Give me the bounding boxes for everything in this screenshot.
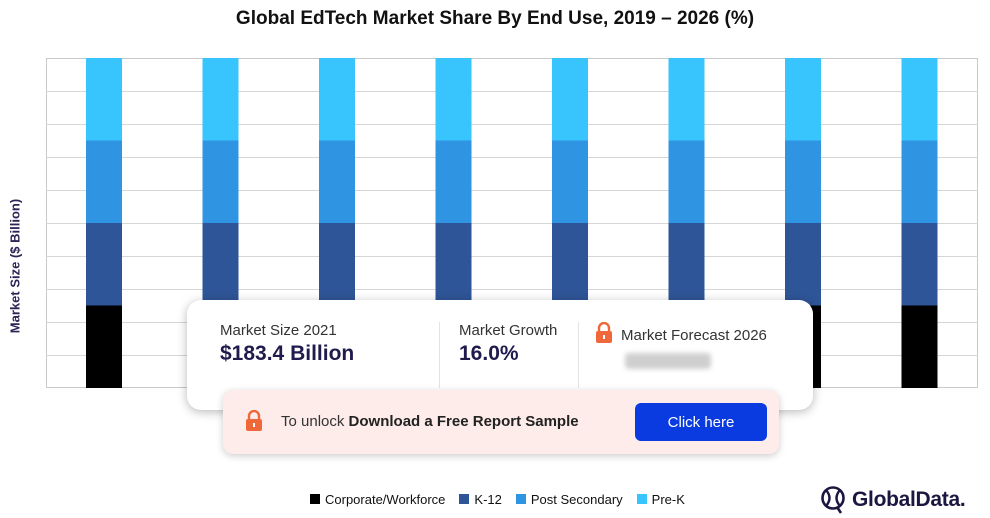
bar-segment-k-12-2020 — [202, 223, 239, 306]
bar-segment-pre-k-2021 — [319, 58, 355, 141]
bar-segment-pre-k-2019 — [86, 58, 122, 141]
bar-segment-post-secondary-2019 — [86, 140, 122, 223]
market-growth-label: Market Growth — [459, 322, 558, 339]
unlock-bold-text: Download a Free Report Sample — [348, 413, 579, 430]
market-forecast-label: Market Forecast 2026 — [621, 327, 767, 344]
bar-segment-post-secondary-2023 — [552, 140, 588, 223]
y-axis-label: Market Size ($ Billion) — [7, 198, 23, 334]
unlock-prefix: To unlock — [281, 413, 349, 430]
legend-label: Post Secondary — [530, 491, 623, 507]
bar-segment-post-secondary-2026 — [901, 140, 938, 223]
unlock-text: To unlock Download a Free Report Sample — [281, 413, 579, 430]
bar-segment-k-12-2024 — [668, 223, 705, 306]
market-size-value: $183.4 Billion — [220, 342, 355, 365]
legend-item: Corporate/Workforce — [310, 491, 446, 507]
chart-legend: Corporate/Workforce K-12 Post Secondary Pre… — [310, 491, 685, 507]
globaldata-logo: GlobalData. — [820, 484, 966, 516]
legend-item: Post Secondary — [515, 491, 623, 507]
legend-label: Corporate/Workforce — [325, 491, 446, 507]
bar-segment-post-secondary-2024 — [668, 140, 705, 223]
bar-segment-k-12-2022 — [435, 223, 472, 306]
unlock-banner: To unlock Download a Free Report Sample … — [223, 390, 779, 454]
bar-segment-pre-k-2026 — [901, 58, 938, 141]
legend-swatch — [310, 494, 320, 504]
market-forecast-label-row: Market Forecast 2026 — [595, 322, 767, 344]
bar-segment-pre-k-2023 — [552, 58, 588, 141]
lock-icon — [596, 322, 612, 343]
brand-name: GlobalData. — [852, 488, 966, 511]
bar-segment-k-12-2019 — [86, 223, 122, 306]
bar-segment-k-12-2026 — [901, 223, 938, 306]
divider — [578, 322, 579, 388]
globaldata-logo-icon — [821, 486, 845, 514]
bar-segment-k-12-2023 — [552, 223, 588, 306]
bar-segment-k-12-2025 — [785, 223, 821, 306]
market-growth-value: 16.0% — [459, 342, 519, 365]
market-size-label: Market Size 2021 — [220, 322, 337, 339]
divider — [439, 322, 440, 388]
bar-segment-pre-k-2024 — [668, 58, 705, 141]
legend-swatch — [459, 494, 470, 504]
bar-segment-post-secondary-2025 — [785, 140, 821, 223]
legend-item: Pre-K — [636, 491, 685, 507]
bar-segment-post-secondary-2022 — [435, 140, 472, 223]
click-here-button[interactable]: Click here — [635, 403, 767, 441]
chart-title: Global EdTech Market Share By End Use, 2… — [235, 8, 755, 29]
market-forecast-stat: Market Forecast 2026 — [595, 322, 767, 374]
legend-swatch — [636, 494, 647, 504]
blurred-forecast-value — [625, 353, 711, 369]
bar-segment-corporate-workforce-2019 — [86, 305, 122, 388]
market-growth-stat: Market Growth 16.0% — [459, 322, 557, 366]
legend-label: Pre-K — [651, 491, 685, 507]
lock-icon — [246, 410, 262, 431]
bar-segment-pre-k-2020 — [202, 58, 239, 141]
bar-segment-post-secondary-2020 — [202, 140, 239, 223]
bar-segment-k-12-2021 — [319, 223, 355, 306]
bar-segment-corporate-workforce-2026 — [901, 305, 938, 388]
bar-segment-post-secondary-2021 — [319, 140, 355, 223]
bar-segment-pre-k-2022 — [435, 58, 472, 141]
y-axis-label-wrapper: Market Size ($ Billion) — [3, 186, 27, 346]
legend-swatch — [515, 494, 526, 504]
legend-item: K-12 — [459, 491, 502, 507]
market-size-stat: Market Size 2021 $183.4 Billion — [220, 322, 354, 366]
legend-label: K-12 — [474, 491, 502, 507]
bar-segment-pre-k-2025 — [785, 58, 821, 141]
